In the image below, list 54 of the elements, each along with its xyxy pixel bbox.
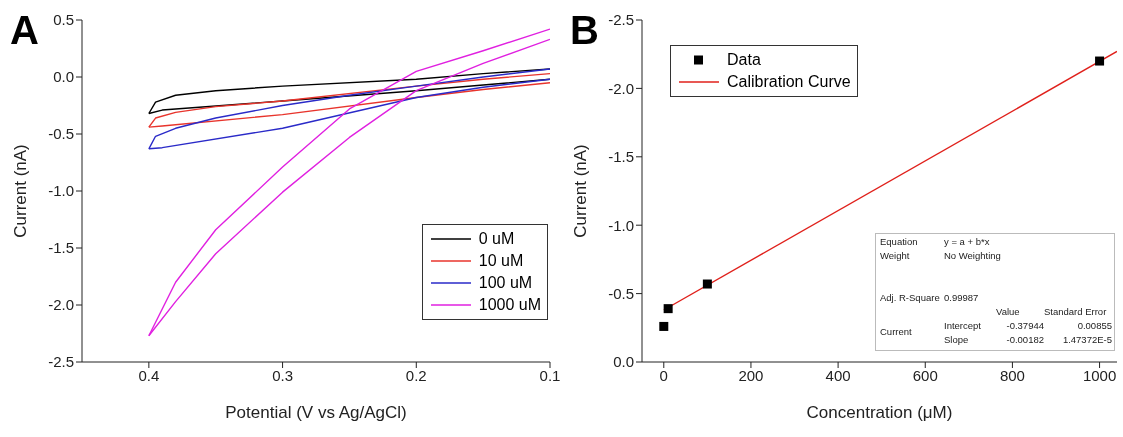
annotation: -0.00182 — [1005, 334, 1044, 345]
annotation: -0.37944 — [1005, 320, 1044, 331]
x-tick-label: 0 — [659, 366, 668, 384]
point — [663, 304, 673, 314]
annotation: Standard Error — [1044, 306, 1108, 317]
x-tick-label: 1000 — [1082, 366, 1117, 384]
legend-label: 1000 uM — [478, 295, 541, 315]
y-tick-label: -2.5 — [48, 353, 74, 371]
annotation: Value — [996, 306, 1021, 317]
annotation: Weight — [880, 250, 911, 261]
annotation: Adj. R-Square — [880, 292, 941, 303]
legend-label: 100 uM — [478, 273, 533, 293]
y-tick-label: -2.0 — [48, 296, 74, 314]
y-tick-label: 0.5 — [53, 11, 74, 29]
y-tick-label: -2.5 — [608, 11, 634, 29]
legend-label: Data — [727, 50, 761, 70]
y-tick-label: -1.5 — [48, 239, 74, 257]
annotation: 1.47372E-5 — [1061, 334, 1112, 345]
x-tick-label: 600 — [912, 366, 938, 384]
y-tick-label: -0.5 — [608, 284, 634, 302]
y-tick-label: -2.0 — [608, 79, 634, 97]
y-tick-label: -0.5 — [48, 125, 74, 143]
point — [659, 321, 669, 331]
chart-title: B — [570, 8, 599, 53]
y-tick-label: 0.0 — [613, 353, 634, 371]
annotation: y = a + b*x — [944, 236, 991, 247]
point — [702, 279, 712, 289]
annotation: Equation — [880, 236, 919, 247]
x-tick-label: 0.1 — [539, 366, 561, 384]
x-tick-label: 0.3 — [272, 366, 293, 384]
annotation: Current — [880, 326, 913, 337]
legend-label: Calibration Curve — [727, 72, 851, 92]
annotation: 0.99987 — [944, 292, 980, 303]
x-axis-title: Concentration (μM) — [806, 403, 953, 422]
annotation: 0.00855 — [1076, 320, 1112, 331]
point — [1095, 56, 1105, 66]
chart-title: A — [10, 8, 39, 53]
y-tick-label: -1.0 — [608, 216, 634, 234]
x-tick-label: 0.4 — [138, 366, 160, 384]
y-axis-title: Current (nA) — [11, 144, 31, 238]
legend-label: 0 uM — [478, 229, 515, 249]
y-tick-label: -1.0 — [48, 182, 74, 200]
y-tick-label: -1.5 — [608, 148, 634, 166]
y-axis-title: Current (nA) — [571, 144, 591, 238]
annotation: Intercept — [944, 320, 982, 331]
legend-label: 10 uM — [478, 251, 524, 271]
y-tick-label: 0.0 — [53, 68, 74, 86]
x-tick-label: 200 — [738, 366, 764, 384]
annotation: Slope — [944, 334, 970, 345]
annotation: No Weighting — [944, 250, 1001, 261]
x-axis-title: Potential (V vs Ag/AgCl) — [225, 403, 407, 422]
x-tick-label: 0.2 — [405, 366, 427, 384]
x-tick-label: 800 — [999, 366, 1025, 384]
x-tick-label: 400 — [825, 366, 851, 384]
